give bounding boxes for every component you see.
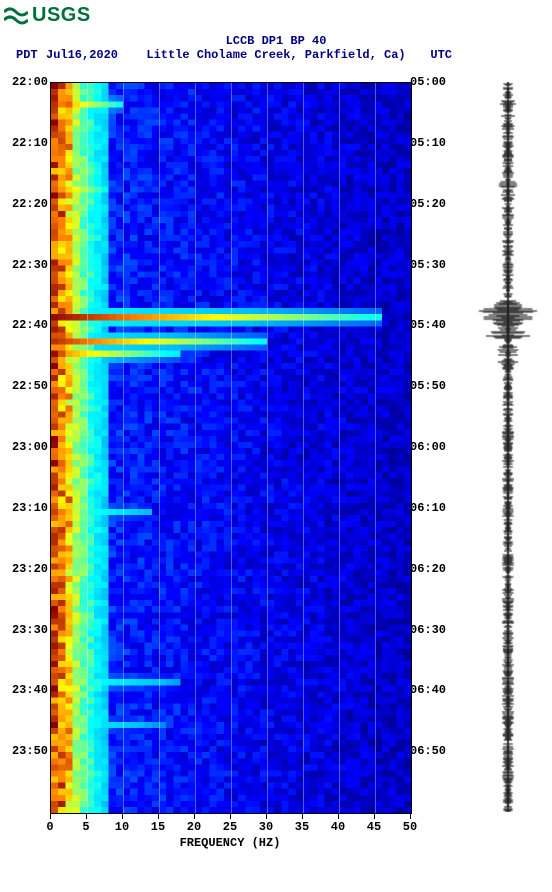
y-tick-right: 05:20 [410, 198, 454, 210]
y-tick-right: 05:40 [410, 319, 454, 331]
chart-header: LCCB DP1 BP 40 PDT Jul16,2020 Little Cho… [0, 34, 552, 62]
y-tick-left: 22:20 [0, 198, 48, 210]
x-axis-title: FREQUENCY (HZ) [50, 836, 410, 850]
y-tick-left: 23:10 [0, 502, 48, 514]
usgs-logo: USGS [4, 4, 91, 27]
date-label: Jul16,2020 [46, 48, 118, 62]
station-code: LCCB DP1 BP 40 [0, 34, 552, 48]
y-tick-left: 23:00 [0, 441, 48, 453]
y-tick-right: 06:20 [410, 563, 454, 575]
x-tick: 25 [223, 820, 237, 834]
x-tick: 0 [46, 820, 53, 834]
y-tick-right: 06:30 [410, 624, 454, 636]
y-tick-left: 22:50 [0, 380, 48, 392]
seismogram-canvas [468, 82, 548, 812]
x-tick: 20 [187, 820, 201, 834]
x-tick: 10 [115, 820, 129, 834]
y-tick-left: 23:30 [0, 624, 48, 636]
wave-icon [4, 6, 28, 26]
y-tick-left: 22:00 [0, 76, 48, 88]
y-tick-right: 05:50 [410, 380, 454, 392]
y-axis-left: 22:0022:1022:2022:3022:4022:5023:0023:10… [0, 82, 48, 812]
y-tick-right: 06:10 [410, 502, 454, 514]
y-tick-left: 22:40 [0, 319, 48, 331]
y-tick-left: 23:50 [0, 745, 48, 757]
x-tick: 35 [295, 820, 309, 834]
x-tick: 45 [367, 820, 381, 834]
station-name: Little Cholame Creek, Parkfield, Ca) [146, 48, 405, 62]
x-tick: 15 [151, 820, 165, 834]
y-tick-right: 05:10 [410, 137, 454, 149]
y-tick-right: 05:00 [410, 76, 454, 88]
seismogram-plot [468, 82, 548, 812]
x-tick: 40 [331, 820, 345, 834]
right-timezone: UTC [430, 48, 452, 62]
logo-text: USGS [32, 4, 91, 27]
y-tick-right: 06:50 [410, 745, 454, 757]
y-tick-left: 23:40 [0, 684, 48, 696]
y-tick-left: 22:10 [0, 137, 48, 149]
left-timezone: PDT [16, 48, 38, 62]
spectrogram-plot [50, 82, 412, 814]
x-tick: 50 [403, 820, 417, 834]
y-tick-left: 22:30 [0, 259, 48, 271]
y-tick-right: 06:00 [410, 441, 454, 453]
x-tick: 30 [259, 820, 273, 834]
y-tick-right: 06:40 [410, 684, 454, 696]
x-axis: FREQUENCY (HZ) 05101520253035404550 [50, 814, 410, 854]
y-tick-right: 05:30 [410, 259, 454, 271]
y-axis-right: 05:0005:1005:2005:3005:4005:5006:0006:10… [410, 82, 454, 812]
y-tick-left: 23:20 [0, 563, 48, 575]
x-tick: 5 [82, 820, 89, 834]
header-line-2: PDT Jul16,2020 Little Cholame Creek, Par… [0, 48, 552, 62]
